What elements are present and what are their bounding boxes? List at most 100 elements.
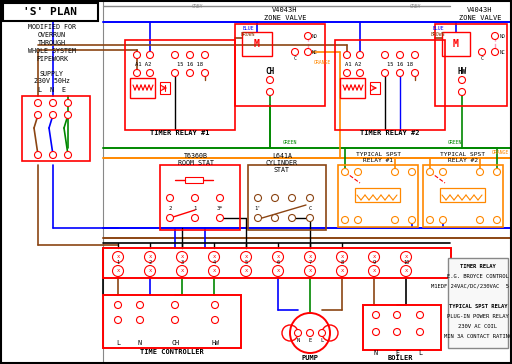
- Text: 2: 2: [148, 261, 152, 265]
- Bar: [160, 165, 240, 230]
- Circle shape: [373, 312, 379, 318]
- Circle shape: [307, 214, 313, 222]
- Circle shape: [172, 317, 179, 324]
- Text: BOILER: BOILER: [387, 355, 413, 361]
- Text: 6: 6: [276, 261, 280, 265]
- Text: CH: CH: [171, 340, 179, 346]
- Circle shape: [396, 51, 403, 59]
- Text: NO: NO: [499, 33, 505, 39]
- Text: V4043H: V4043H: [467, 7, 493, 13]
- Text: L: L: [116, 340, 120, 346]
- Text: PLUG-IN POWER RELAY: PLUG-IN POWER RELAY: [447, 313, 509, 318]
- Text: CH: CH: [265, 67, 274, 76]
- Text: C: C: [293, 56, 296, 62]
- Text: x: x: [372, 269, 376, 273]
- Circle shape: [271, 214, 279, 222]
- Circle shape: [34, 99, 41, 107]
- Text: 5: 5: [244, 261, 248, 265]
- Circle shape: [305, 32, 311, 40]
- Text: x: x: [148, 269, 152, 273]
- Circle shape: [272, 252, 284, 262]
- Text: A1 A2: A1 A2: [135, 62, 151, 67]
- Circle shape: [479, 48, 485, 55]
- Circle shape: [272, 265, 284, 277]
- Text: x: x: [116, 269, 120, 273]
- Text: THROUGH: THROUGH: [38, 40, 66, 46]
- Circle shape: [267, 76, 273, 83]
- Circle shape: [392, 217, 398, 223]
- Text: 1: 1: [194, 206, 197, 210]
- Circle shape: [144, 265, 156, 277]
- Circle shape: [113, 265, 123, 277]
- Circle shape: [65, 111, 72, 119]
- Text: x: x: [276, 254, 280, 260]
- Text: x: x: [340, 269, 344, 273]
- Circle shape: [426, 169, 434, 175]
- Bar: [235, 24, 325, 106]
- Bar: [248, 165, 326, 230]
- Circle shape: [166, 194, 174, 202]
- Text: E: E: [308, 339, 312, 344]
- Circle shape: [115, 301, 121, 309]
- Circle shape: [137, 301, 143, 309]
- Bar: [370, 82, 380, 94]
- Circle shape: [392, 169, 398, 175]
- Circle shape: [65, 151, 72, 158]
- Circle shape: [381, 51, 389, 59]
- Bar: [3, 3, 98, 21]
- Text: x: x: [308, 269, 312, 273]
- Text: MODIFIED FOR: MODIFIED FOR: [28, 24, 76, 30]
- Text: WHOLE SYSTEM: WHOLE SYSTEM: [28, 48, 76, 54]
- Circle shape: [400, 265, 412, 277]
- Circle shape: [344, 70, 351, 76]
- Circle shape: [369, 252, 379, 262]
- Text: BLUE: BLUE: [432, 27, 444, 32]
- Circle shape: [288, 194, 295, 202]
- Bar: [160, 82, 170, 94]
- Text: 10: 10: [403, 261, 409, 265]
- Circle shape: [134, 51, 140, 59]
- Circle shape: [65, 99, 72, 107]
- Text: NC: NC: [499, 50, 505, 55]
- Text: GREY: GREY: [192, 4, 204, 8]
- Circle shape: [34, 111, 41, 119]
- Circle shape: [494, 217, 501, 223]
- Text: x: x: [372, 254, 376, 260]
- Circle shape: [267, 88, 273, 95]
- Circle shape: [208, 265, 220, 277]
- Text: GREEN: GREEN: [283, 141, 297, 146]
- Circle shape: [217, 194, 224, 202]
- Text: x: x: [180, 254, 184, 260]
- Text: x: x: [276, 269, 280, 273]
- Circle shape: [191, 214, 199, 222]
- Circle shape: [409, 217, 416, 223]
- Text: TIMER RELAY #1: TIMER RELAY #1: [150, 130, 210, 136]
- Text: E: E: [395, 350, 399, 356]
- Text: PUMP: PUMP: [302, 355, 318, 361]
- Circle shape: [146, 70, 154, 76]
- Bar: [185, 177, 203, 183]
- Text: CYLINDER: CYLINDER: [266, 160, 298, 166]
- Circle shape: [344, 51, 351, 59]
- Circle shape: [50, 99, 56, 107]
- Text: ROOM STAT: ROOM STAT: [178, 160, 214, 166]
- Circle shape: [241, 265, 251, 277]
- Text: 'S' PLAN: 'S' PLAN: [23, 7, 77, 17]
- Text: 230V AC COIL: 230V AC COIL: [459, 324, 498, 328]
- Circle shape: [342, 217, 349, 223]
- Text: GREEN: GREEN: [448, 141, 462, 146]
- Text: 9: 9: [372, 261, 376, 265]
- Circle shape: [202, 70, 208, 76]
- Text: x: x: [180, 269, 184, 273]
- Text: A1 A2: A1 A2: [345, 62, 361, 67]
- Text: 8: 8: [340, 261, 344, 265]
- Text: L  N  E: L N E: [38, 87, 66, 93]
- Circle shape: [241, 252, 251, 262]
- Text: BROWN: BROWN: [241, 32, 255, 37]
- Circle shape: [336, 252, 348, 262]
- Bar: [130, 78, 155, 98]
- Text: M1EDF 24VAC/DC/230VAC  5-10MI: M1EDF 24VAC/DC/230VAC 5-10MI: [431, 284, 512, 289]
- Circle shape: [50, 111, 56, 119]
- Circle shape: [307, 329, 313, 336]
- Bar: [340, 78, 365, 98]
